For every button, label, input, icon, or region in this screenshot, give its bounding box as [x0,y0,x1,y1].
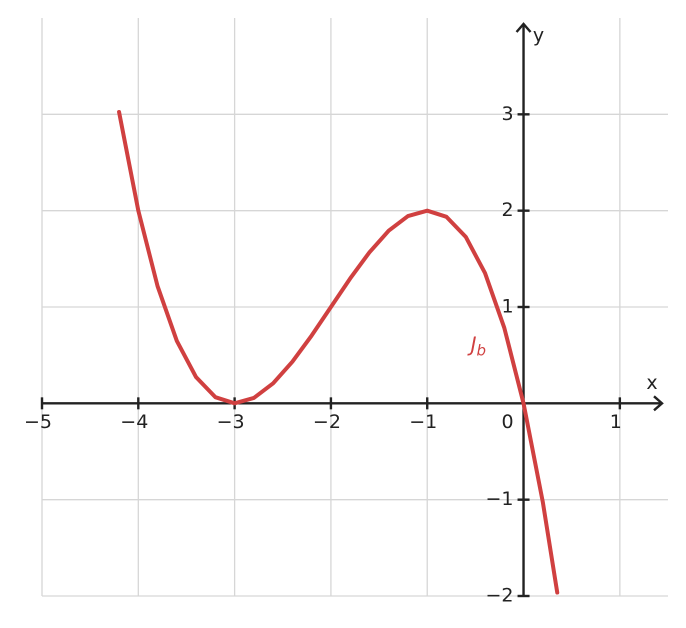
x-axis-label: x [646,372,657,394]
y-tick-label: −2 [486,585,514,607]
x-axis-arrow [653,395,664,412]
x-tick-label: −4 [120,411,148,433]
curve-label-subscript: b [476,341,486,359]
y-tick-label: −1 [486,488,514,510]
x-tick-label: −5 [24,411,52,433]
y-axis-label: y [533,25,544,47]
y-tick-label: 1 [501,296,513,318]
y-axis-arrow [515,22,532,33]
curve [117,110,560,595]
x-tick-label: 0 [501,411,513,433]
curve-label: Jb [467,332,486,359]
x-tick-label: −2 [313,411,341,433]
x-tick-label: 1 [610,411,622,433]
y-tick-label: 2 [501,199,513,221]
x-tick-label: −1 [409,411,437,433]
y-tick-label: 3 [501,103,513,125]
x-tick-label: −3 [217,411,245,433]
curve-label-name: J [467,332,477,356]
